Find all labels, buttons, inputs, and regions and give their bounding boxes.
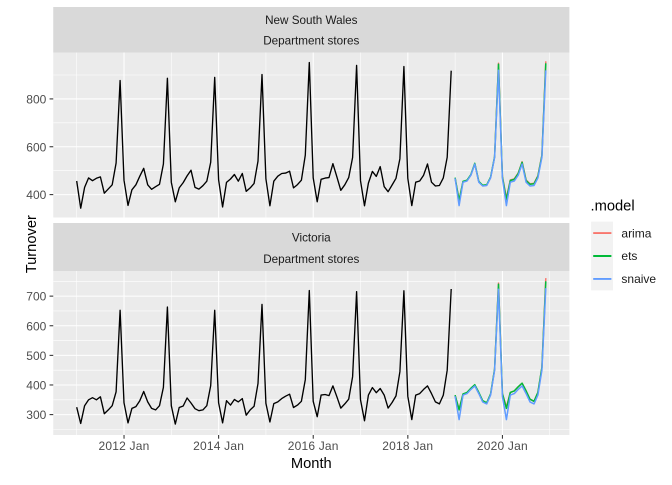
svg-text:Month: Month (291, 456, 332, 472)
svg-text:2014 Jan: 2014 Jan (193, 439, 244, 453)
svg-text:700: 700 (26, 290, 46, 304)
svg-text:600: 600 (26, 140, 46, 154)
svg-text:2016 Jan: 2016 Jan (288, 439, 339, 453)
svg-text:2020 Jan: 2020 Jan (477, 439, 528, 453)
svg-text:2012 Jan: 2012 Jan (99, 439, 150, 453)
svg-text:300: 300 (26, 408, 46, 422)
svg-text:600: 600 (26, 319, 46, 333)
svg-text:ets: ets (621, 249, 637, 263)
svg-text:Department stores: Department stores (263, 253, 359, 266)
svg-text:400: 400 (26, 379, 46, 393)
svg-text:800: 800 (26, 92, 46, 106)
svg-text:arima: arima (621, 226, 651, 240)
svg-text:Department stores: Department stores (263, 34, 359, 47)
svg-text:400: 400 (26, 188, 46, 202)
svg-text:Turnover: Turnover (24, 215, 40, 273)
svg-text:Victoria: Victoria (292, 231, 331, 244)
svg-text:500: 500 (26, 349, 46, 363)
svg-text:New South Wales: New South Wales (265, 14, 358, 27)
svg-text:2018 Jan: 2018 Jan (382, 439, 433, 453)
svg-text:.model: .model (591, 199, 635, 215)
svg-text:snaive: snaive (621, 272, 656, 286)
